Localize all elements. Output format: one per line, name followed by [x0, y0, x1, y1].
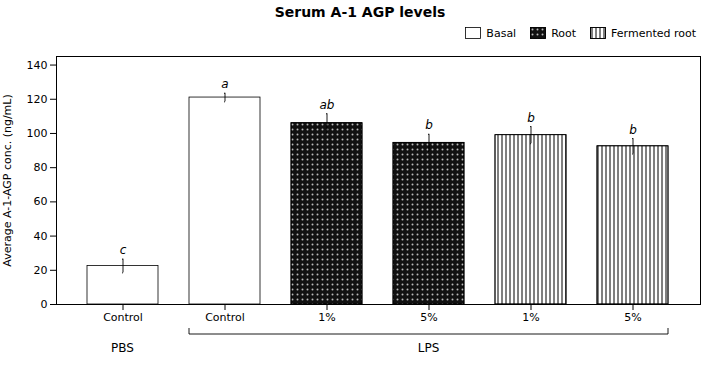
svg-text:a: a — [221, 77, 228, 91]
svg-text:80: 80 — [34, 161, 48, 174]
svg-text:120: 120 — [27, 93, 48, 106]
svg-text:20: 20 — [34, 264, 48, 277]
svg-text:1%: 1% — [318, 311, 335, 324]
svg-text:c: c — [120, 243, 127, 257]
svg-text:LPS: LPS — [418, 341, 440, 355]
html-text:Root: Root — [551, 26, 577, 40]
html-text:Basal: Basal — [486, 26, 517, 40]
svg-text:5%: 5% — [420, 311, 437, 324]
svg-text:1%: 1% — [522, 311, 539, 324]
svg-text:Control: Control — [205, 311, 245, 324]
svg-text:PBS: PBS — [111, 341, 134, 355]
svg-text:5%: 5% — [624, 311, 641, 324]
html-text:Serum A-1 AGP levels: Serum A-1 AGP levels — [274, 4, 446, 20]
svg-text:100: 100 — [27, 127, 48, 140]
svg-text:Average A-1-AGP conc. (ng/mL): Average A-1-AGP conc. (ng/mL) — [1, 94, 14, 267]
svg-text:b: b — [629, 123, 637, 137]
svg-text:40: 40 — [34, 230, 48, 243]
svg-text:Control: Control — [103, 311, 143, 324]
html-text:Fermented root: Fermented root — [611, 26, 696, 40]
svg-text:0: 0 — [41, 298, 48, 311]
svg-text:60: 60 — [34, 195, 48, 208]
svg-text:b: b — [425, 118, 433, 132]
svg-text:b: b — [527, 111, 535, 125]
svg-text:140: 140 — [27, 59, 48, 72]
svg-text:ab: ab — [320, 98, 335, 112]
